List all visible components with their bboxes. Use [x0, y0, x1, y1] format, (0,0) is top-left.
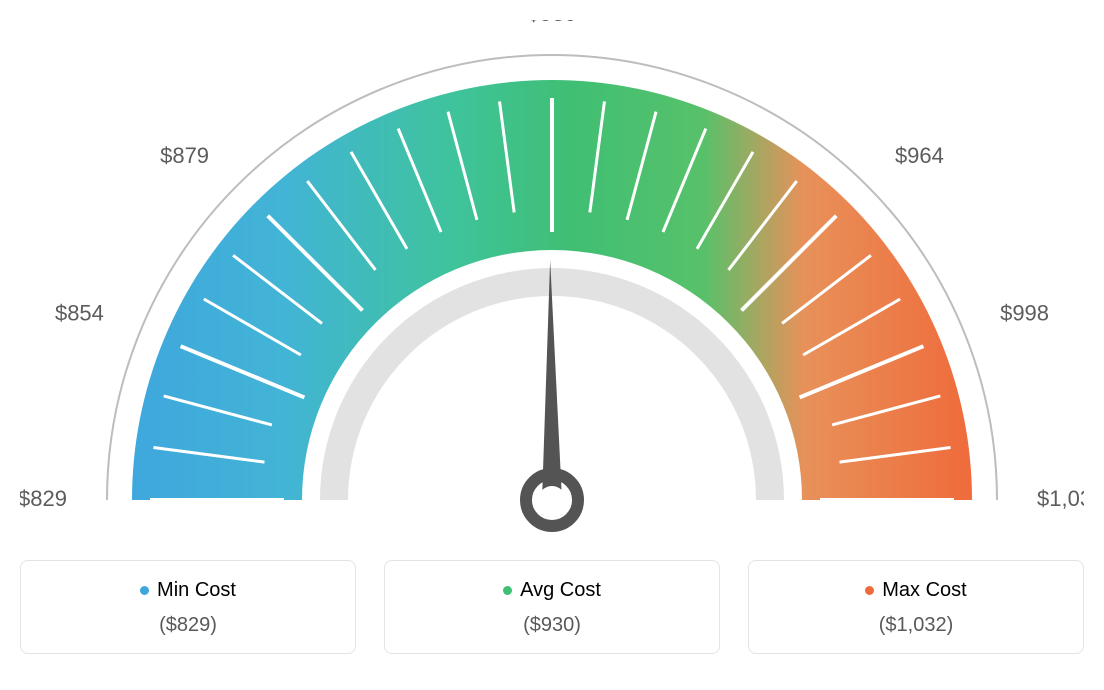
legend-max-label: Max Cost — [882, 579, 966, 602]
cost-gauge: $829 $854 $879 $930 $964 $998 $1,032 — [20, 20, 1084, 540]
legend-min-label: Min Cost — [157, 579, 236, 602]
legend-max-value: ($1,032) — [759, 614, 1073, 637]
legend-row: Min Cost ($829) Avg Cost ($930) Max Cost… — [20, 560, 1084, 654]
scale-label: $1,032 — [1037, 486, 1084, 511]
legend-max: Max Cost ($1,032) — [748, 560, 1084, 654]
dot-max — [865, 586, 874, 595]
legend-min-value: ($829) — [31, 614, 345, 637]
dot-avg — [503, 586, 512, 595]
legend-avg: Avg Cost ($930) — [384, 560, 720, 654]
dot-min — [140, 586, 149, 595]
scale-label: $964 — [895, 143, 944, 168]
scale-label: $829 — [20, 486, 67, 511]
legend-avg-value: ($930) — [395, 614, 709, 637]
legend-min: Min Cost ($829) — [20, 560, 356, 654]
scale-label: $930 — [528, 20, 577, 26]
scale-label: $879 — [160, 143, 209, 168]
scale-label: $998 — [1000, 300, 1049, 325]
scale-label: $854 — [55, 300, 104, 325]
legend-avg-label: Avg Cost — [520, 579, 601, 602]
